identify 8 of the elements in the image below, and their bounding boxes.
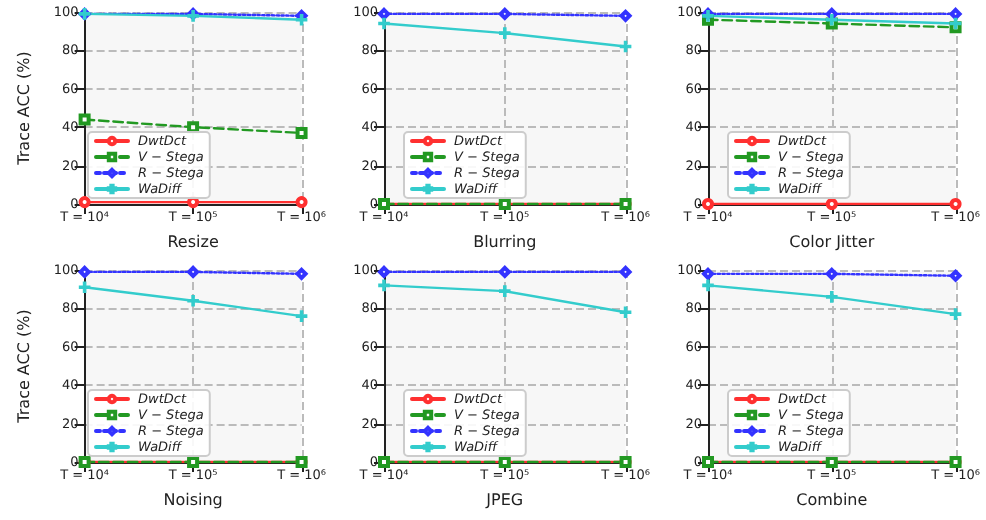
x-axis-title: Combine: [796, 491, 868, 509]
x-axis-title: JPEG: [484, 491, 524, 509]
x-axis-title: Blurring: [473, 233, 537, 251]
x-axis-title: Noising: [163, 491, 223, 509]
y-axis-title: Trace ACC (%): [15, 309, 33, 425]
x-axis-title: Resize: [167, 233, 219, 251]
x-axis-title: Color Jitter: [789, 233, 876, 251]
y-axis-title: Trace ACC (%): [15, 51, 33, 167]
